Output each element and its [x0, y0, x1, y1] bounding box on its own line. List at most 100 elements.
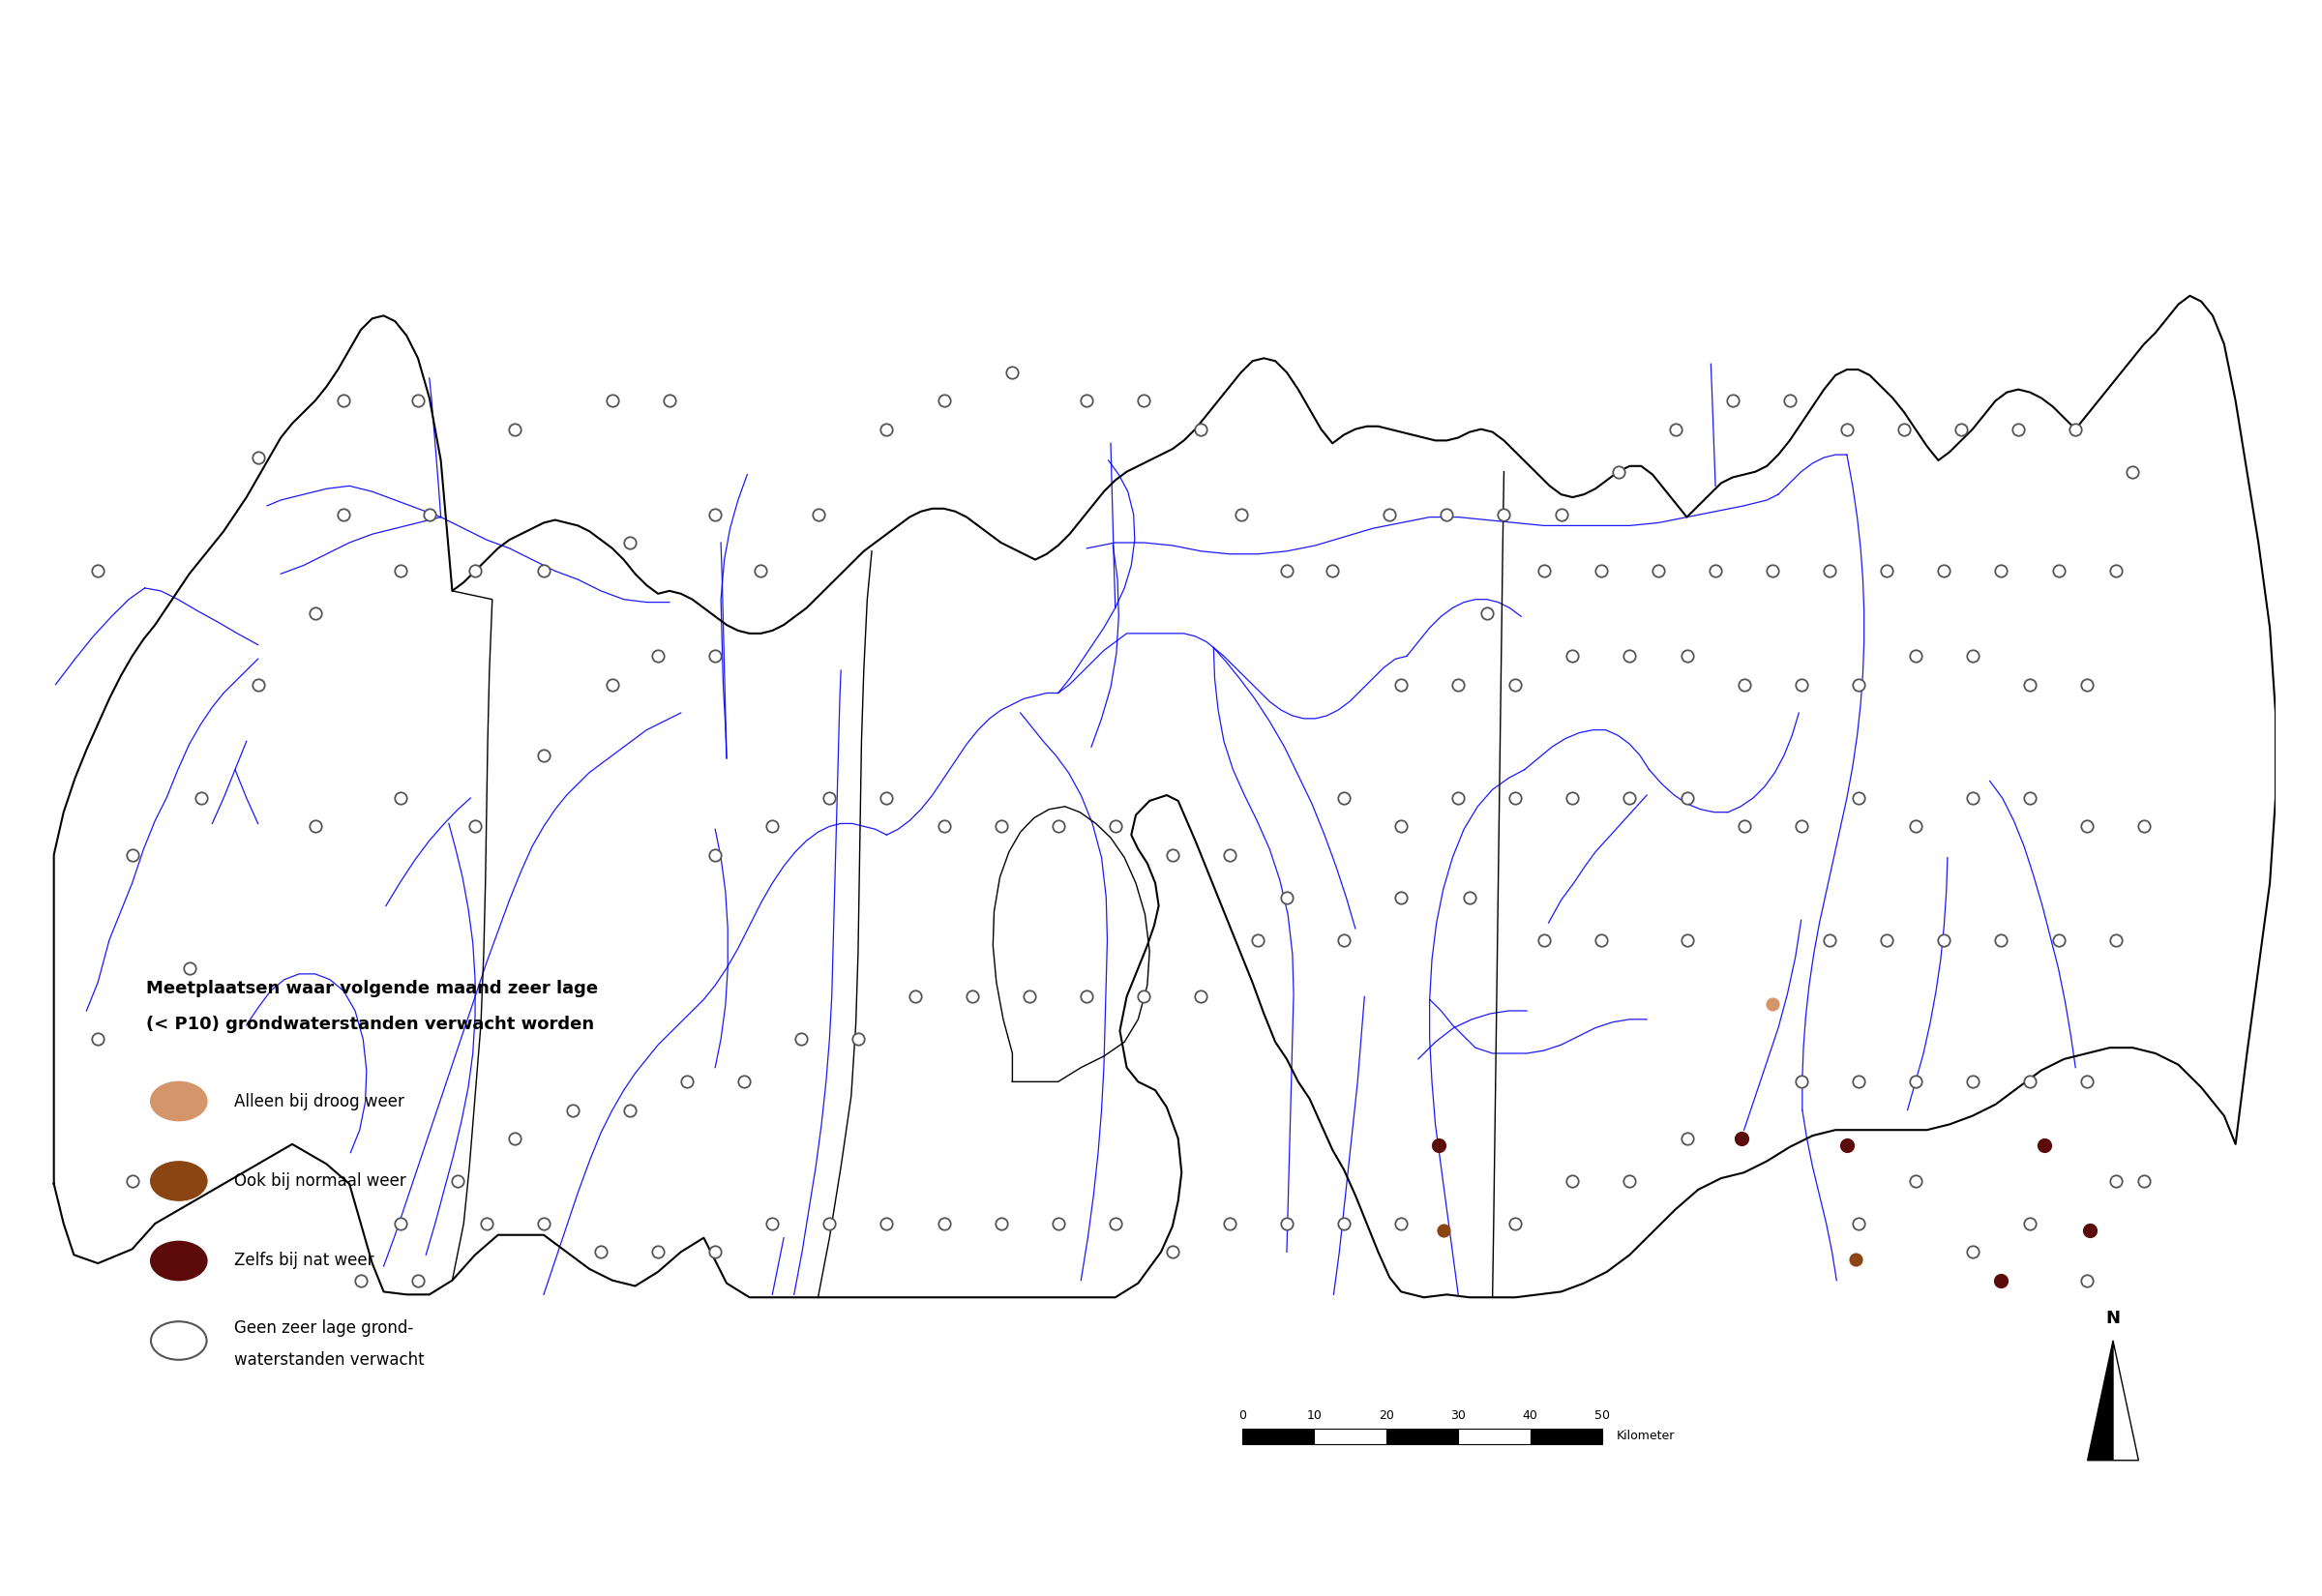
Point [1714, 388, 1751, 413]
Point [1983, 1267, 2020, 1293]
Point [1382, 1211, 1419, 1237]
Point [1370, 501, 1407, 527]
Point [755, 814, 792, 839]
Point [1553, 1168, 1591, 1194]
Point [1382, 672, 1419, 697]
Point [2069, 672, 2106, 697]
Text: 50: 50 [1595, 1409, 1609, 1422]
Point [2125, 1168, 2162, 1194]
Point [2125, 814, 2162, 839]
Point [697, 501, 734, 527]
Point [1498, 785, 1535, 811]
Point [1839, 672, 1876, 697]
Point [611, 530, 648, 555]
Point [1827, 1133, 1865, 1159]
Text: waterstanden verwacht: waterstanden verwacht [235, 1352, 425, 1368]
Text: 10: 10 [1307, 1409, 1321, 1422]
Point [1772, 388, 1809, 413]
Point [239, 672, 276, 697]
Point [1126, 983, 1163, 1009]
Point [2025, 1133, 2062, 1159]
Point [755, 1211, 792, 1237]
Point [1611, 1168, 1649, 1194]
Point [297, 814, 334, 839]
Point [724, 1069, 762, 1095]
Point [697, 1238, 734, 1264]
Point [1753, 559, 1790, 584]
Point [2039, 927, 2076, 953]
Point [1268, 559, 1305, 584]
Point [594, 672, 632, 697]
Point [411, 501, 448, 527]
Point [1212, 1211, 1249, 1237]
Point [1600, 460, 1637, 485]
Point [1723, 1125, 1760, 1151]
Point [994, 359, 1031, 385]
Point [181, 785, 218, 811]
Point [1553, 785, 1591, 811]
Point [2011, 1211, 2048, 1237]
Point [525, 1211, 562, 1237]
Point [1326, 785, 1363, 811]
Point [1154, 1238, 1191, 1264]
Point [1068, 983, 1105, 1009]
Point [743, 559, 780, 584]
Point [1440, 785, 1477, 811]
Text: N: N [2106, 1310, 2120, 1326]
Point [1068, 388, 1105, 413]
Point [1955, 643, 1992, 669]
Point [1983, 559, 2020, 584]
Point [79, 559, 116, 584]
Point [1040, 1211, 1077, 1237]
Point [2097, 1168, 2134, 1194]
Point [2097, 559, 2134, 584]
Point [1839, 1211, 1876, 1237]
Point [1268, 884, 1305, 910]
Point [1126, 388, 1163, 413]
Point [439, 1168, 476, 1194]
Point [1010, 983, 1047, 1009]
Point [611, 1098, 648, 1124]
Point [1611, 643, 1649, 669]
Point [1326, 1211, 1363, 1237]
Point [1451, 884, 1488, 910]
Text: 20: 20 [1379, 1409, 1393, 1422]
Point [1154, 843, 1191, 868]
Point [172, 956, 209, 982]
Point [2011, 672, 2048, 697]
Point [1897, 814, 1934, 839]
Point [1498, 1211, 1535, 1237]
Point [1885, 417, 1923, 442]
Point [1639, 559, 1676, 584]
Point [1783, 1069, 1820, 1095]
Point [1667, 927, 1704, 953]
Point [2039, 559, 2076, 584]
Point [497, 417, 534, 442]
Point [841, 1026, 878, 1052]
Point [1526, 559, 1563, 584]
Point [79, 1026, 116, 1052]
Point [2069, 1069, 2106, 1095]
Point [1827, 417, 1865, 442]
Point [1428, 501, 1465, 527]
Point [2011, 785, 2048, 811]
Text: (< P10) grondwaterstanden verwacht worden: (< P10) grondwaterstanden verwacht worde… [146, 1015, 594, 1033]
Point [114, 843, 151, 868]
Point [1419, 1133, 1456, 1159]
Point [1837, 1246, 1874, 1272]
Point [783, 1026, 820, 1052]
Point [669, 1069, 706, 1095]
Point [1897, 643, 1934, 669]
Point [1999, 417, 2036, 442]
Text: Ook bij normaal weer: Ook bij normaal weer [235, 1173, 406, 1189]
Point [896, 983, 933, 1009]
Point [2113, 460, 2150, 485]
Text: Meetplaatsen waar volgende maand zeer lage: Meetplaatsen waar volgende maand zeer la… [146, 980, 599, 998]
Point [2057, 417, 2094, 442]
Point [1658, 417, 1695, 442]
Point [1667, 785, 1704, 811]
Point [1314, 559, 1351, 584]
Point [1268, 1211, 1305, 1237]
Point [525, 742, 562, 768]
Point [1839, 785, 1876, 811]
